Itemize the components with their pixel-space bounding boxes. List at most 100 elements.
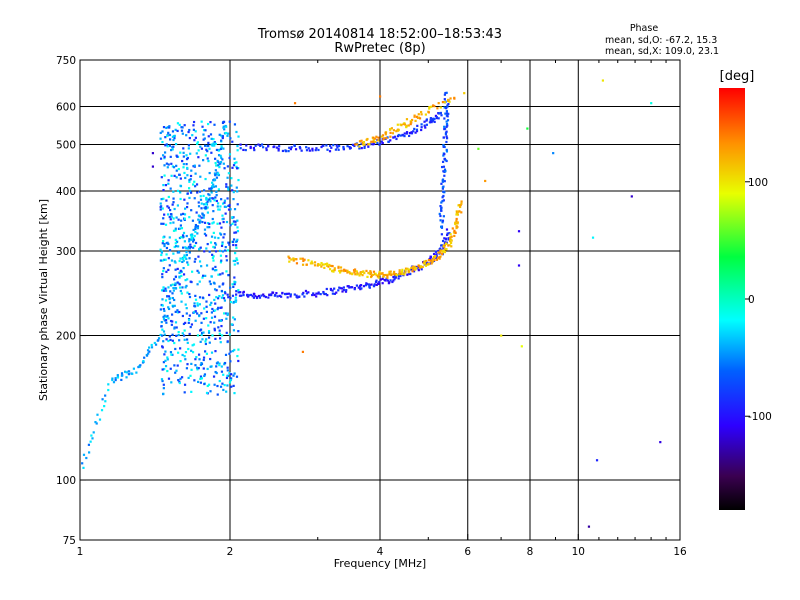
- spread-point: [232, 300, 236, 304]
- trace-point: [432, 117, 435, 120]
- trace-point: [316, 264, 319, 267]
- spread-point: [210, 137, 213, 140]
- trace-point: [369, 270, 372, 273]
- spread-point: [198, 358, 201, 361]
- spread-point: [228, 381, 232, 384]
- spread-point: [186, 202, 189, 205]
- spread-point: [193, 244, 196, 248]
- spread-point: [218, 329, 221, 332]
- trace-point: [219, 147, 223, 151]
- trace-point: [440, 201, 443, 204]
- trace-point: [139, 364, 142, 367]
- spread-point: [211, 256, 215, 260]
- trace-point: [445, 91, 448, 94]
- spread-point: [173, 137, 176, 140]
- spread-point: [179, 377, 182, 380]
- spread-point: [232, 164, 236, 167]
- spread-point: [230, 323, 233, 326]
- trace-point: [300, 149, 303, 152]
- spread-point: [189, 174, 193, 178]
- trace-point: [171, 296, 174, 300]
- spread-point: [211, 253, 214, 256]
- trace-point: [370, 283, 373, 286]
- spread-point: [170, 162, 173, 165]
- spread-point: [202, 367, 205, 370]
- spread-point: [168, 133, 172, 137]
- trace-point: [391, 132, 395, 135]
- spread-point: [162, 188, 165, 192]
- trace-point: [406, 273, 409, 276]
- trace-point: [366, 137, 369, 141]
- spread-point: [232, 216, 235, 219]
- spread-point: [196, 283, 199, 286]
- spread-point: [188, 251, 191, 254]
- trace-point: [257, 143, 260, 146]
- trace-point: [353, 144, 356, 148]
- spread-point: [215, 148, 219, 152]
- spread-point: [223, 233, 226, 236]
- trace-point: [460, 211, 463, 214]
- spread-point: [213, 144, 216, 147]
- scatter-point: [526, 127, 529, 130]
- spread-point: [160, 253, 163, 257]
- trace-point: [333, 267, 336, 270]
- spread-point: [223, 199, 227, 202]
- trace-point: [202, 214, 206, 217]
- spread-point: [174, 229, 177, 232]
- trace-point: [245, 144, 248, 147]
- trace-point: [384, 279, 387, 282]
- spread-point: [225, 317, 228, 320]
- trace-point: [442, 145, 445, 148]
- spread-point: [184, 176, 187, 180]
- trace-point: [363, 271, 366, 275]
- spread-point: [162, 267, 165, 270]
- trace-point: [98, 418, 102, 421]
- spread-point: [194, 294, 197, 297]
- spread-point: [228, 120, 231, 123]
- trace-point: [444, 170, 447, 173]
- trace-point: [362, 285, 366, 288]
- spread-point: [205, 148, 208, 151]
- spread-point: [215, 268, 218, 272]
- trace-point: [389, 135, 392, 138]
- spread-point: [229, 286, 232, 289]
- trace-point: [459, 205, 462, 209]
- trace-point: [114, 377, 117, 380]
- trace-point: [328, 150, 332, 153]
- trace-point: [329, 287, 332, 291]
- trace-point: [298, 145, 301, 149]
- trace-point: [235, 290, 238, 293]
- trace-point: [437, 102, 440, 105]
- trace-point: [360, 142, 363, 145]
- trace-point: [425, 259, 428, 263]
- trace-point: [399, 274, 402, 278]
- spread-point: [188, 216, 191, 219]
- spread-point: [213, 199, 216, 202]
- spread-point: [196, 232, 199, 235]
- trace-point: [220, 145, 223, 148]
- spread-point: [207, 144, 210, 147]
- spread-point: [160, 198, 163, 201]
- spread-point: [231, 240, 235, 243]
- trace-point: [388, 281, 391, 284]
- spread-point: [182, 151, 185, 154]
- trace-point: [220, 156, 223, 159]
- spread-point: [237, 330, 240, 333]
- trace-point: [210, 185, 214, 188]
- spread-point: [181, 234, 185, 237]
- trace-point: [313, 293, 316, 297]
- trace-point: [206, 198, 209, 201]
- trace-point: [443, 168, 447, 171]
- spread-point: [218, 249, 222, 253]
- spread-point: [183, 383, 187, 386]
- spread-point: [221, 294, 225, 297]
- spread-point: [233, 392, 236, 395]
- spread-point: [208, 341, 211, 344]
- spread-point: [174, 128, 177, 131]
- spread-point: [229, 360, 232, 363]
- spread-point: [200, 321, 203, 324]
- spread-point: [162, 317, 166, 320]
- spread-point: [162, 217, 165, 220]
- trace-point: [198, 220, 201, 224]
- spread-point: [164, 223, 168, 226]
